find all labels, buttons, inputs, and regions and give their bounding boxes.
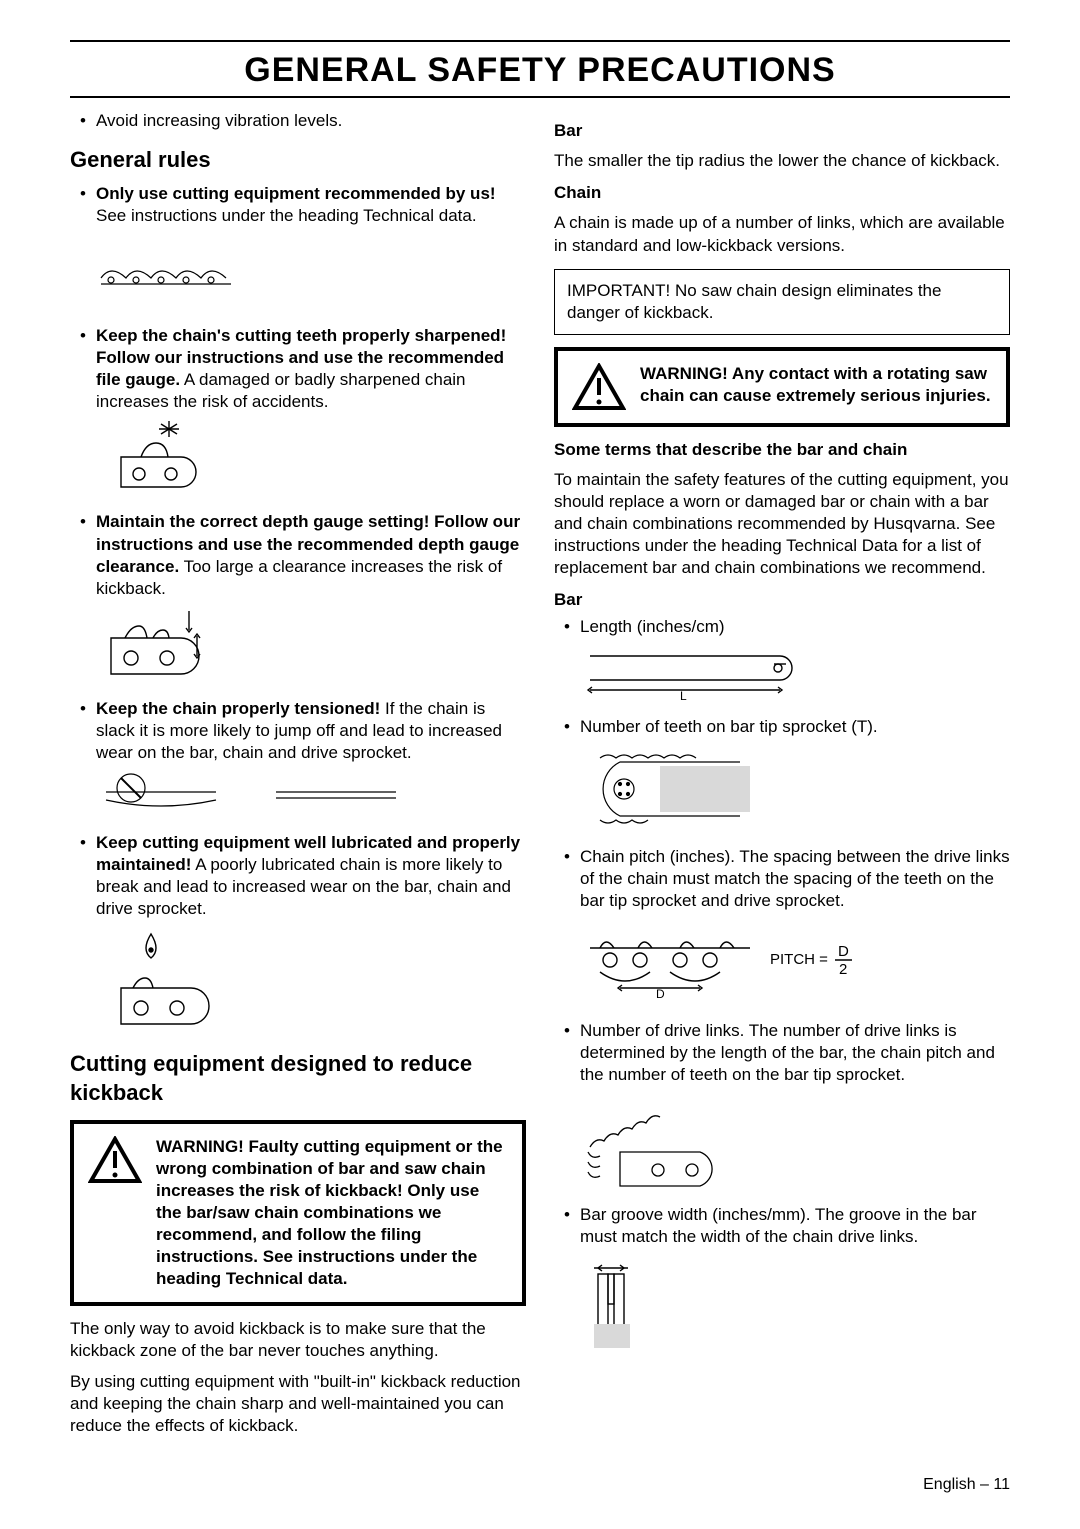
important-text: IMPORTANT! No saw chain design eliminate…: [567, 281, 941, 322]
bullet-text: Keep the chain's cutting teeth properly …: [96, 325, 526, 413]
page-footer: English – 11: [70, 1475, 1010, 1496]
list-item: • Keep the chain's cutting teeth properl…: [70, 325, 526, 413]
groove-width-diagram: [580, 1254, 650, 1354]
sharpen-diagram: [96, 419, 246, 499]
bullet-dot: •: [70, 183, 96, 227]
tension-diagram: [96, 770, 416, 820]
list-item: • Avoid increasing vibration levels.: [70, 110, 526, 132]
kickback-heading: Cutting equipment designed to reduce kic…: [70, 1050, 526, 1107]
chain-links-diagram: [96, 233, 246, 313]
left-column: • Avoid increasing vibration levels. Gen…: [70, 110, 526, 1445]
bullet-dot: •: [70, 110, 96, 132]
bullet-dot: •: [554, 1204, 580, 1248]
list-item: • Number of teeth on bar tip sprocket (T…: [554, 716, 1010, 738]
bullet-text: Keep the chain properly tensioned! If th…: [96, 698, 526, 764]
important-box: IMPORTANT! No saw chain design eliminate…: [554, 269, 1010, 335]
bullet-text: Bar groove width (inches/mm). The groove…: [580, 1204, 1010, 1248]
list-item: • Number of drive links. The number of d…: [554, 1020, 1010, 1086]
warning-text: WARNING! Any contact with a rotating saw…: [640, 363, 992, 407]
bullet-dot: •: [554, 616, 580, 638]
bullet-text: Keep cutting equipment well lubricated a…: [96, 832, 526, 920]
list-item: • Maintain the correct depth gauge setti…: [70, 511, 526, 599]
two-column-layout: • Avoid increasing vibration levels. Gen…: [70, 110, 1010, 1445]
bullet-dot: •: [70, 511, 96, 599]
bar-length-diagram: L: [580, 644, 820, 704]
bullet-dot: •: [554, 846, 580, 912]
bullet-text: Length (inches/cm): [580, 616, 1010, 638]
svg-text:2: 2: [839, 961, 847, 978]
svg-text:PITCH =: PITCH =: [770, 951, 828, 968]
bullet-dot: •: [554, 716, 580, 738]
list-item: • Keep the chain properly tensioned! If …: [70, 698, 526, 764]
warning-triangle-icon: [88, 1136, 142, 1184]
bullet-text: Number of teeth on bar tip sprocket (T).: [580, 716, 1010, 738]
paragraph: The only way to avoid kickback is to mak…: [70, 1318, 526, 1362]
bullet-text: Maintain the correct depth gauge setting…: [96, 511, 526, 599]
lubrication-diagram: [96, 926, 246, 1036]
page-title: GENERAL SAFETY PRECAUTIONS: [70, 48, 1010, 98]
chain-pitch-diagram: D PITCH = D 2: [580, 918, 900, 1008]
list-item: • Length (inches/cm): [554, 616, 1010, 638]
warning-text: WARNING! Faulty cutting equipment or the…: [156, 1136, 508, 1291]
svg-text:D: D: [838, 943, 849, 960]
warning-triangle-icon: [572, 363, 626, 411]
svg-text:L: L: [680, 689, 687, 703]
terms-subhead: Some terms that describe the bar and cha…: [554, 439, 1010, 461]
bar2-subhead: Bar: [554, 589, 1010, 611]
list-item: • Keep cutting equipment well lubricated…: [70, 832, 526, 920]
chain-subhead: Chain: [554, 182, 1010, 204]
svg-text:D: D: [656, 987, 665, 1000]
bullet-dot: •: [70, 832, 96, 920]
general-rules-heading: General rules: [70, 146, 526, 175]
list-item: • Only use cutting equipment recommended…: [70, 183, 526, 227]
warning-box-1: WARNING! Faulty cutting equipment or the…: [70, 1120, 526, 1307]
bullet-dot: •: [70, 325, 96, 413]
bullet-text: Chain pitch (inches). The spacing betwee…: [580, 846, 1010, 912]
bullet-dot: •: [70, 698, 96, 764]
paragraph: A chain is made up of a number of links,…: [554, 212, 1010, 256]
top-rule: [70, 40, 1010, 42]
sprocket-teeth-diagram: [580, 744, 750, 834]
list-item: • Chain pitch (inches). The spacing betw…: [554, 846, 1010, 912]
list-item: • Bar groove width (inches/mm). The groo…: [554, 1204, 1010, 1248]
depth-gauge-diagram: [96, 606, 246, 686]
right-column: Bar The smaller the tip radius the lower…: [554, 110, 1010, 1445]
bullet-dot: •: [554, 1020, 580, 1086]
bar-subhead: Bar: [554, 120, 1010, 142]
bullet-text: Only use cutting equipment recommended b…: [96, 183, 526, 227]
paragraph: By using cutting equipment with "built-i…: [70, 1371, 526, 1437]
warning-box-2: WARNING! Any contact with a rotating saw…: [554, 347, 1010, 427]
drive-links-diagram: [580, 1092, 740, 1192]
bullet-text: Number of drive links. The number of dri…: [580, 1020, 1010, 1086]
bullet-text: Avoid increasing vibration levels.: [96, 110, 526, 132]
paragraph: The smaller the tip radius the lower the…: [554, 150, 1010, 172]
paragraph: To maintain the safety features of the c…: [554, 469, 1010, 579]
